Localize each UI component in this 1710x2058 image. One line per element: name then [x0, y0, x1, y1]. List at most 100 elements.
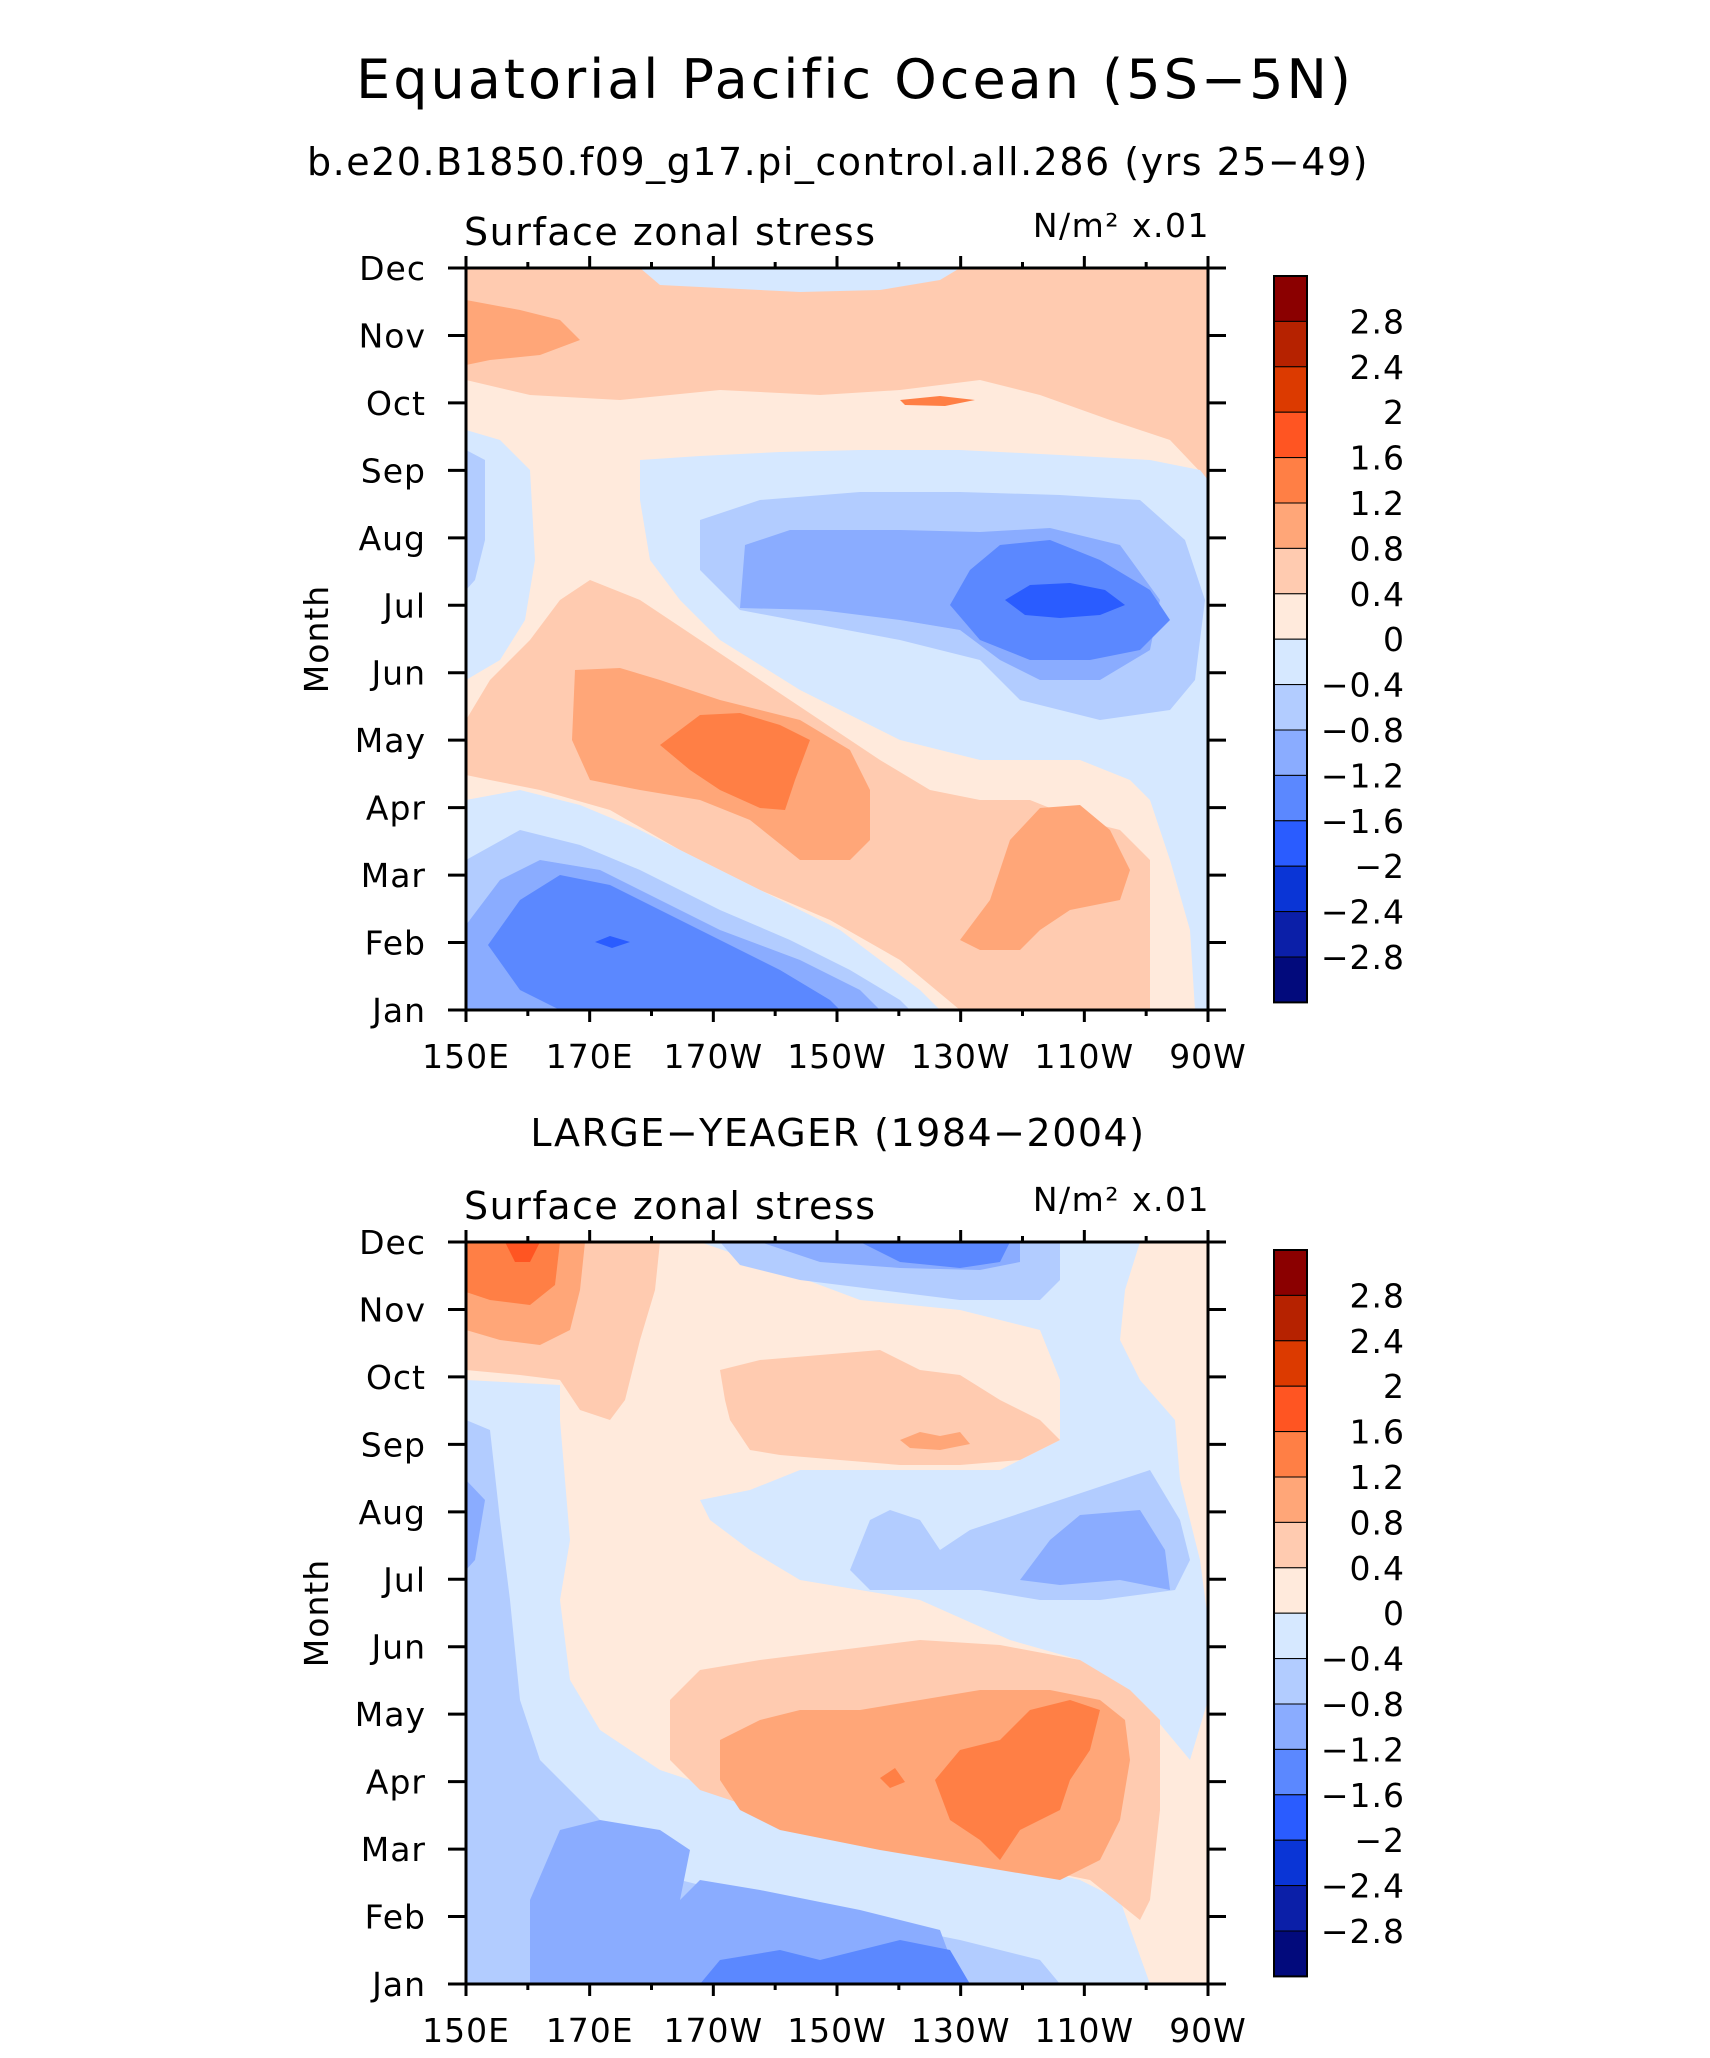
figure-subtitle: b.e20.B1850.f09_g17.pi_control.all.286 (… [307, 140, 1369, 184]
axis-ticks-top: 150E 170E 170W 150W 130W 110W 90W Jan Feb Mar Apr M… [355, 249, 1247, 1076]
colorbar-swatch [1273, 1385, 1308, 1433]
colorbar-label: 0.8 [1350, 529, 1405, 568]
y-tick-label: Feb [365, 1898, 426, 1937]
colorbar-frame [1273, 275, 1308, 1004]
contour-neg-feb-4 [488, 875, 840, 1010]
colorbar-swatch [1273, 1658, 1308, 1705]
colorbar-label: 0.4 [1350, 1549, 1405, 1588]
colorbar-frame [1273, 1249, 1308, 1978]
contour-pos-apr-b4 [880, 1768, 905, 1788]
colorbar-label: −2.8 [1321, 1912, 1405, 1951]
colorbar-swatch [1273, 1612, 1308, 1660]
colorbar-label: 2 [1383, 393, 1405, 432]
contour-pos-oct [900, 396, 975, 406]
colorbar-label: −1.2 [1321, 756, 1405, 795]
colorbar-swatch [1273, 1567, 1308, 1614]
y-tick-label: Jul [381, 1560, 426, 1599]
y-tick-label: Mar [361, 1830, 426, 1869]
y-tick-label: Apr [366, 789, 426, 828]
colorbar-swatch [1273, 1794, 1308, 1841]
colorbar-swatch [1273, 502, 1308, 549]
colorbar-label: −2.8 [1321, 938, 1405, 977]
colorbar-swatch [1273, 1703, 1308, 1750]
colorbar-swatch [1273, 956, 1308, 1003]
contour-neg-dec-b4 [860, 1242, 1010, 1268]
y-tick-label: Jun [369, 1628, 426, 1667]
colorbar-swatch [1273, 865, 1308, 913]
y-tick-label: Jun [369, 654, 426, 693]
y-tick-label: Dec [359, 249, 426, 288]
colorbar-top: 2.8 2.4 2 1.6 1.2 0.8 0.4 0 −0.4 −0.8 −1.2 −1.6 −2 −2… [1273, 275, 1405, 1004]
colorbar-label: 0.4 [1350, 575, 1405, 614]
contour-neg-dec-b [700, 1242, 1208, 1760]
contour-pos-apr-b3 [935, 1700, 1100, 1860]
figure-title: Equatorial Pacific Ocean (5S−5N) [356, 48, 1354, 111]
contour-pos-dec-b4 [505, 1242, 540, 1262]
colorbar-swatch [1273, 1885, 1308, 1932]
colorbar-label: 1.6 [1350, 439, 1405, 478]
contour-neg-jul-core [1005, 583, 1125, 618]
x-tick-label: 170W [664, 2011, 764, 2050]
colorbar-label: 0 [1383, 1594, 1405, 1633]
colorbar-label: −0.4 [1321, 1640, 1405, 1679]
y-tick-label: Aug [359, 1493, 426, 1532]
y-tick-label: Nov [359, 1290, 426, 1329]
y-tick-label: Aug [359, 519, 426, 558]
colorbar-swatch [1273, 275, 1308, 322]
contour-neg-feb-b3 [530, 1820, 960, 1984]
contour-pos-nov-max [466, 300, 580, 365]
x-tick-label: 170W [664, 1037, 764, 1076]
contour-pos-sep-b [720, 1350, 1060, 1465]
contour-pos-mar [960, 805, 1130, 950]
colorbar-label: 1.6 [1350, 1413, 1405, 1452]
x-tick-label: 150W [787, 2011, 887, 2050]
panel-units-top: N/m² x.01 [1033, 206, 1210, 245]
colorbar-label: −2.4 [1321, 893, 1405, 932]
colorbar-label: 2.8 [1350, 1276, 1405, 1315]
panel-top: Surface zonal stress N/m² x.01 Month 150… [297, 206, 1247, 1076]
colorbar-label: 2.4 [1350, 348, 1405, 387]
y-tick-label: Oct [366, 1358, 426, 1397]
colorbar-swatch [1273, 1748, 1308, 1796]
colorbar-label: −2 [1354, 1821, 1405, 1860]
y-tick-label: May [355, 721, 426, 760]
colorbar-swatch [1273, 1839, 1308, 1887]
x-tick-label: 150W [787, 1037, 887, 1076]
y-tick-label: Sep [361, 1425, 426, 1464]
x-tick-label: 130W [911, 2011, 1011, 2050]
colorbar-label: 1.2 [1350, 484, 1405, 523]
colorbar-swatch [1273, 638, 1308, 686]
x-tick-label: 130W [911, 1037, 1011, 1076]
x-tick-label: 150E [422, 1037, 510, 1076]
x-tick-label: 90W [1169, 2011, 1247, 2050]
contour-field-bottom [466, 1242, 1208, 1984]
y-tick-label: Dec [359, 1223, 426, 1262]
contour-neg-feb-core [595, 936, 630, 948]
y-tick-label: Jan [370, 1965, 426, 2004]
x-tick-label: 170E [546, 1037, 634, 1076]
colorbar-label: 1.2 [1350, 1458, 1405, 1497]
colorbar-bottom: 2.8 2.4 2 1.6 1.2 0.8 0.4 0 −0.4 −0.8 −1.2 −1.6 −2 −2… [1273, 1249, 1405, 1978]
x-tick-label: 110W [1035, 2011, 1135, 2050]
x-tick-label: 170E [546, 2011, 634, 2050]
y-tick-label: Apr [366, 1763, 426, 1802]
colorbar-swatch [1273, 1294, 1308, 1342]
colorbar-label: −0.8 [1321, 1685, 1405, 1724]
contour-pos-band-nov [466, 268, 1208, 480]
colorbar-label: −1.6 [1321, 802, 1405, 841]
ylabel-top: Month [297, 585, 336, 693]
colorbar-swatch [1273, 457, 1308, 504]
panel-left-label-bottom: Surface zonal stress [464, 1184, 877, 1228]
colorbar-swatch [1273, 366, 1308, 413]
contour-neg-dec [640, 268, 960, 292]
colorbar-swatch [1273, 729, 1308, 776]
y-tick-label: Feb [365, 924, 426, 963]
ylabel-bottom: Month [297, 1559, 336, 1667]
colorbar-label: −0.8 [1321, 711, 1405, 750]
x-tick-label: 90W [1169, 1037, 1247, 1076]
colorbar-swatch [1273, 593, 1308, 640]
colorbar-swatch [1273, 320, 1308, 368]
colorbar-label: −2 [1354, 847, 1405, 886]
contour-pos-dec-b3 [466, 1242, 560, 1305]
colorbar-label: −1.6 [1321, 1776, 1405, 1815]
